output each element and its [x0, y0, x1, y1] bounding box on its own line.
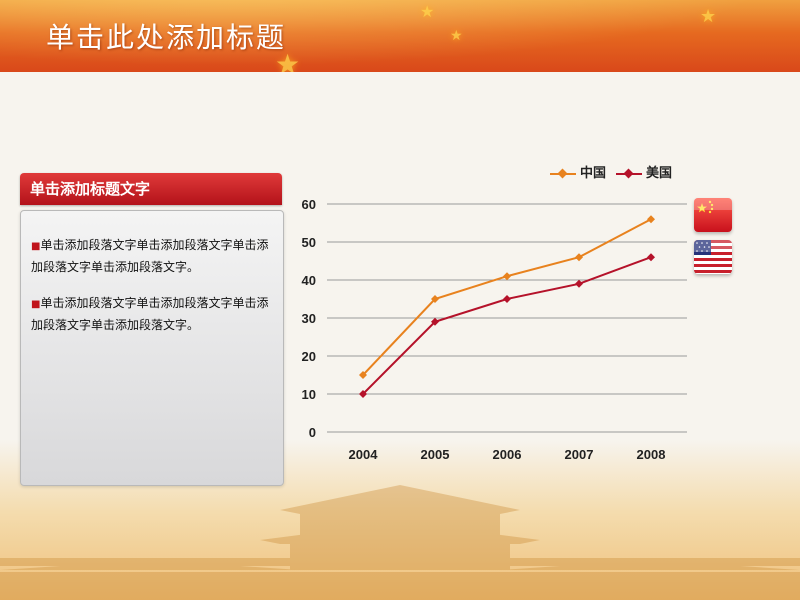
data-point	[359, 390, 367, 398]
data-point	[431, 295, 439, 303]
series-line-0	[362, 218, 652, 376]
china-flag-icon	[694, 198, 732, 232]
paragraph[interactable]: ■单击添加段落文字单击添加段落文字单击添加段落文字单击添加段落文字。	[31, 238, 269, 274]
data-point	[503, 272, 511, 281]
bullet-icon: ■	[31, 299, 41, 310]
legend-item-usa: 美国	[616, 162, 672, 181]
data-point	[503, 295, 511, 303]
bullet-icon: ■	[31, 241, 41, 252]
usa-flag-icon	[694, 240, 732, 274]
data-point	[359, 371, 367, 379]
star-icon: ★	[700, 6, 717, 27]
series-line-1	[362, 256, 652, 395]
header-banner: ★ ★ ★ ★ 单击此处添加标题	[0, 0, 800, 72]
star-icon: ★	[275, 48, 301, 72]
y-tick-label: 50	[302, 235, 316, 250]
legend-item-china: 中国	[550, 162, 606, 181]
card-heading-label[interactable]: 单击添加标题文字	[30, 180, 151, 198]
data-point	[431, 317, 439, 326]
palace-silhouette	[0, 485, 800, 600]
text-card: ■单击添加段落文字单击添加段落文字单击添加段落文字单击添加段落文字。 ■单击添加…	[20, 210, 284, 486]
paragraph[interactable]: ■单击添加段落文字单击添加段落文字单击添加段落文字单击添加段落文字。	[31, 296, 269, 332]
star-icon: ★	[450, 28, 463, 44]
y-tick-label: 20	[302, 349, 316, 364]
legend-marker	[550, 168, 576, 178]
card-heading: 单击添加标题文字	[20, 173, 282, 205]
y-tick-label: 10	[302, 387, 316, 402]
data-point	[575, 279, 583, 288]
data-point	[575, 253, 583, 262]
legend-marker	[616, 168, 642, 178]
y-tick-label: 40	[302, 273, 316, 288]
star-icon: ★	[420, 2, 435, 21]
y-tick-label: 30	[302, 311, 316, 326]
y-tick-label: 60	[302, 197, 316, 212]
y-tick-label: 0	[309, 425, 316, 440]
data-point	[647, 253, 655, 262]
data-point	[647, 215, 655, 224]
page-title[interactable]: 单击此处添加标题	[46, 21, 287, 54]
